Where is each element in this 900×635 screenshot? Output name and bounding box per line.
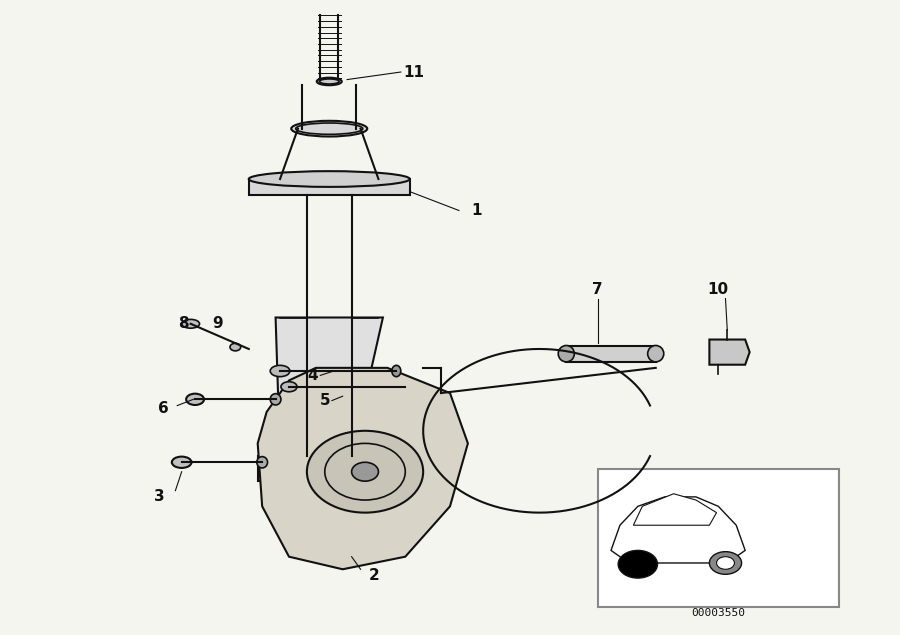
Polygon shape <box>257 368 468 570</box>
Ellipse shape <box>281 382 297 392</box>
Ellipse shape <box>317 77 342 85</box>
Circle shape <box>709 552 742 574</box>
Ellipse shape <box>270 365 290 377</box>
Text: 11: 11 <box>404 65 425 79</box>
Polygon shape <box>611 497 745 563</box>
Text: 10: 10 <box>707 282 729 297</box>
Text: 2: 2 <box>369 568 379 583</box>
Circle shape <box>622 552 654 574</box>
Text: 00003550: 00003550 <box>691 608 745 618</box>
Polygon shape <box>257 456 396 481</box>
Polygon shape <box>248 179 410 195</box>
Ellipse shape <box>558 345 574 362</box>
Polygon shape <box>709 340 750 364</box>
Ellipse shape <box>392 365 400 377</box>
Ellipse shape <box>248 171 410 187</box>
Ellipse shape <box>270 394 281 405</box>
Ellipse shape <box>182 319 200 328</box>
Ellipse shape <box>273 461 380 476</box>
Text: 1: 1 <box>472 203 482 218</box>
Text: 9: 9 <box>212 316 223 331</box>
Bar <box>598 469 839 607</box>
Ellipse shape <box>292 121 367 137</box>
Text: 4: 4 <box>307 368 318 383</box>
Ellipse shape <box>648 345 664 362</box>
Polygon shape <box>634 494 716 525</box>
Text: 3: 3 <box>154 490 165 504</box>
Circle shape <box>618 551 658 578</box>
Circle shape <box>716 557 734 570</box>
Text: 6: 6 <box>158 401 169 417</box>
Ellipse shape <box>186 394 204 405</box>
Ellipse shape <box>256 457 267 468</box>
Text: 7: 7 <box>592 282 603 297</box>
Circle shape <box>352 462 378 481</box>
Text: 5: 5 <box>320 393 331 408</box>
Polygon shape <box>275 318 382 456</box>
Text: 8: 8 <box>178 316 189 331</box>
Polygon shape <box>566 346 656 361</box>
Circle shape <box>307 431 423 512</box>
Ellipse shape <box>230 344 240 351</box>
Circle shape <box>629 557 647 570</box>
Ellipse shape <box>172 457 192 468</box>
